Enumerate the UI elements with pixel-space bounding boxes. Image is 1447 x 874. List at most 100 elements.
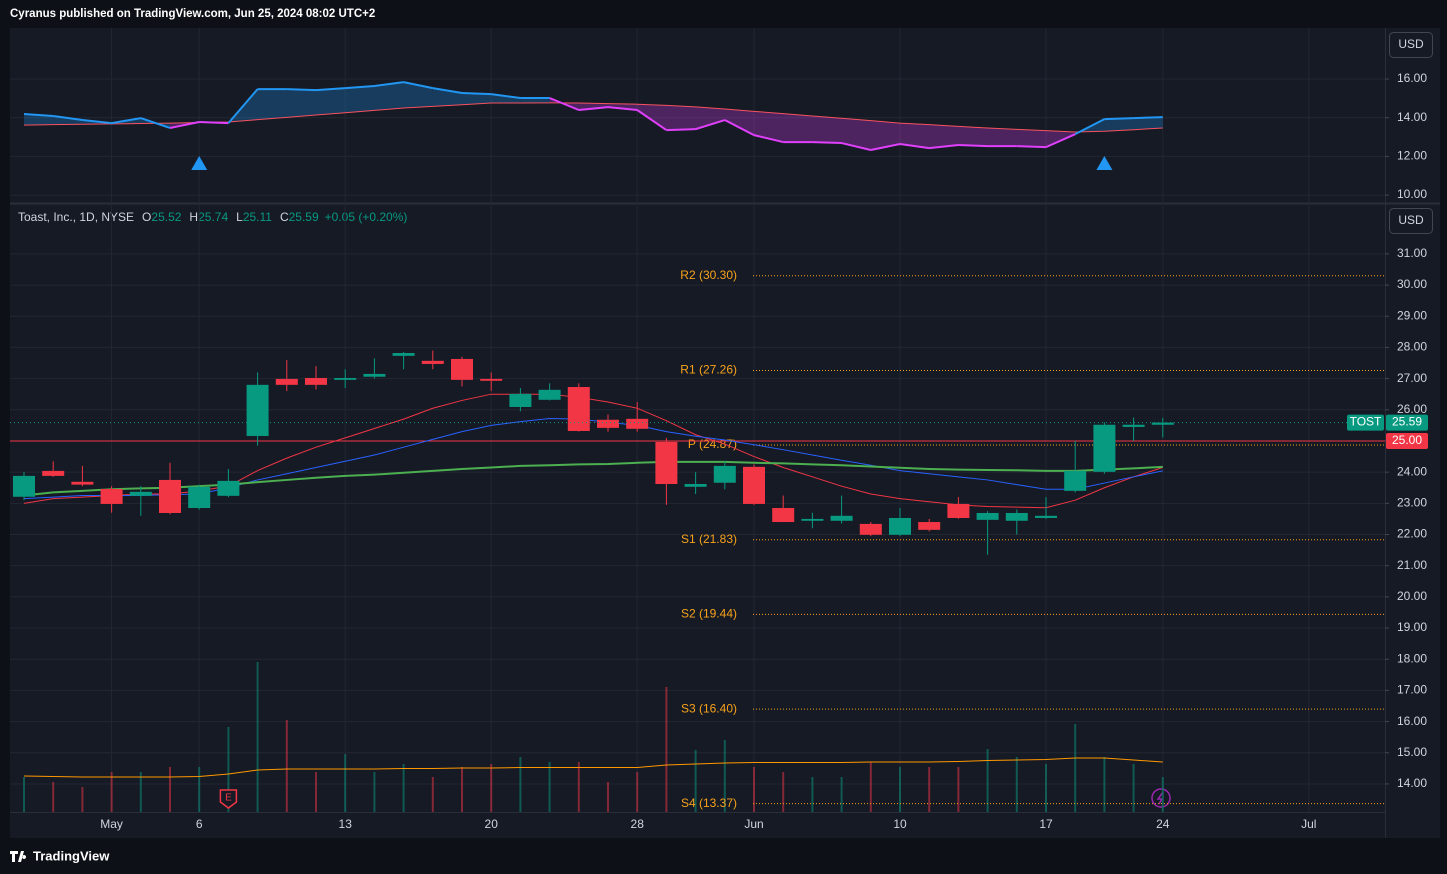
fast-line-segment: [374, 81, 404, 88]
volume-bar: [1045, 764, 1047, 812]
ohlc-value: 25.74: [198, 210, 228, 224]
event-label[interactable]: E: [225, 793, 232, 804]
band-fill: [929, 124, 959, 149]
candle-body: [509, 393, 532, 407]
moving-average: [23, 418, 1163, 500]
y-tick-label: 30.00: [1397, 277, 1427, 291]
moving-average: [23, 393, 1163, 509]
ohlc-label: O: [142, 210, 151, 224]
fast-line-segment: [1104, 117, 1134, 121]
candle-body: [976, 512, 999, 520]
candle-body: [626, 418, 649, 429]
candle-body: [772, 508, 795, 523]
band-fill: [286, 89, 316, 118]
fast-line-segment: [1045, 133, 1076, 149]
candle-body: [1005, 512, 1028, 521]
candle-body: [480, 378, 503, 381]
volume-bar: [782, 772, 785, 812]
y-tick-label: 15.00: [1397, 745, 1427, 759]
fast-line-segment: [841, 142, 872, 151]
currency-label[interactable]: USD: [1398, 37, 1424, 51]
volume-bar: [402, 764, 405, 812]
ohlc-value: 25.59: [289, 210, 319, 224]
candle-body: [305, 377, 327, 385]
fast-line-segment: [607, 106, 638, 111]
y-tick-label: 27.00: [1397, 371, 1427, 385]
fast-line-segment: [929, 143, 959, 150]
volume-bar: [256, 662, 259, 812]
volume-bar: [811, 777, 814, 812]
fast-line-segment: [578, 106, 609, 111]
volume-bar: [52, 782, 55, 812]
y-tick-label: 26.00: [1397, 402, 1427, 416]
x-tick-label: 24: [1156, 817, 1170, 831]
fast-line-segment: [111, 117, 141, 125]
fast-line-segment: [491, 93, 521, 99]
event-badge[interactable]: [219, 789, 238, 809]
volume-bar: [81, 787, 84, 812]
volume-bar: [607, 782, 609, 812]
currency-label[interactable]: USD: [1398, 213, 1424, 227]
band-fill: [900, 123, 930, 149]
band-fill: [724, 109, 754, 136]
candle-body: [217, 480, 240, 496]
fast-line-segment: [1074, 118, 1105, 136]
price-tag: [1386, 414, 1428, 431]
y-tick-label: 18.00: [1397, 651, 1427, 665]
x-tick-label: 13: [339, 817, 353, 831]
volume-bar: [986, 749, 989, 812]
ohlc-value: 25.52: [151, 210, 181, 224]
y-tick-label: 17.00: [1397, 683, 1427, 697]
ohlc-value: 25.11: [243, 210, 272, 224]
volume-bar: [519, 757, 522, 812]
volume-bar: [957, 767, 960, 812]
candle-body: [859, 523, 882, 535]
y-tick-label: 23.00: [1397, 495, 1427, 509]
y-tick-label: 16.00: [1397, 71, 1427, 85]
fast-line-segment: [315, 87, 346, 92]
volume-bar: [928, 767, 931, 812]
fast-line-segment: [227, 88, 259, 124]
band-fill: [374, 82, 404, 111]
candle-body: [918, 522, 941, 530]
fast-line-segment: [403, 81, 434, 90]
band-fill: [53, 115, 83, 125]
candle-body: [947, 503, 970, 518]
volume-bar: [344, 754, 347, 812]
y-tick-label: 14.00: [1397, 776, 1427, 790]
currency-button[interactable]: [1389, 32, 1433, 58]
currency-button[interactable]: [1389, 208, 1433, 234]
candle-body: [159, 479, 181, 513]
fast-line-segment: [140, 117, 171, 129]
candle-body: [1122, 424, 1145, 427]
symbol-title: Toast, Inc., 1D, NYSE: [18, 210, 134, 224]
y-tick-label: 28.00: [1397, 340, 1427, 354]
x-tick-label: May: [100, 817, 123, 831]
candle-body: [334, 377, 357, 380]
candle-body: [1035, 515, 1057, 518]
volume-bar: [461, 767, 463, 812]
volume-bar: [1015, 757, 1018, 812]
band-fill: [24, 114, 54, 126]
fast-line-segment: [1016, 145, 1047, 149]
candle-body: [363, 373, 386, 377]
dividend-icon[interactable]: [1151, 788, 1171, 808]
ticker-label: TOST: [1350, 415, 1382, 429]
y-tick-label: 29.00: [1397, 308, 1427, 322]
volume-bar: [694, 750, 697, 812]
volume-bar: [1103, 757, 1106, 812]
band-fill: [666, 105, 696, 131]
candle-body: [246, 384, 269, 436]
fast-line-segment: [286, 88, 317, 92]
volume-bar: [1132, 764, 1135, 812]
fast-line-segment: [870, 143, 901, 151]
fast-line-segment: [432, 87, 463, 94]
fast-line-segment: [899, 143, 930, 150]
fast-line-segment: [53, 114, 83, 122]
band-fill: [987, 127, 1017, 147]
legend: Toast, Inc., 1D, NYSE O25.52 H25.74 L25.11 C…: [18, 210, 407, 224]
fast-line-segment: [82, 119, 112, 125]
pivot-label: S2 (19.44): [681, 606, 737, 620]
